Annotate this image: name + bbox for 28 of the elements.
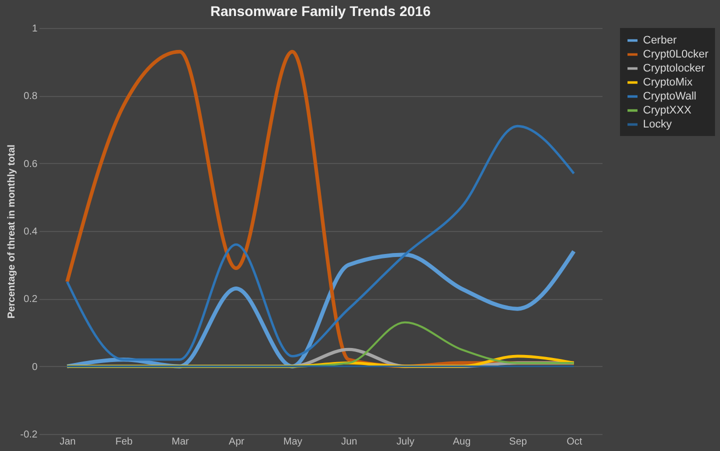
x-tick-label: Oct — [566, 436, 582, 448]
x-tick-label: Sep — [509, 436, 528, 448]
legend-label: CryptXXX — [643, 104, 692, 116]
x-tick-label: Mar — [172, 436, 190, 448]
line-series — [66, 321, 575, 368]
y-tick-label: 0.2 — [24, 294, 38, 306]
legend-label: Cryptolocker — [643, 62, 706, 74]
line-series — [66, 124, 576, 361]
legend-label: CryptoMix — [643, 76, 694, 88]
y-tick-label: 0.6 — [24, 158, 38, 170]
legend-label: CryptoWall — [643, 90, 696, 102]
x-tick-label: May — [283, 436, 302, 448]
x-tick-label: Feb — [115, 436, 134, 448]
legend-label: Crypt0L0cker — [643, 48, 709, 60]
x-tick-label: Apr — [228, 436, 245, 448]
y-tick-label: 1 — [32, 24, 38, 34]
x-tick-label: Aug — [452, 436, 471, 448]
x-tick-label: Jan — [60, 436, 76, 448]
chart-title: Ransomware Family Trends 2016 — [210, 3, 431, 19]
y-tick-label: 0.8 — [24, 91, 38, 102]
x-tick-label: July — [396, 436, 414, 448]
legend-label: Locky — [643, 118, 672, 130]
y-tick-label: -0.2 — [20, 430, 38, 440]
x-tick-label: Jun — [341, 436, 358, 448]
y-tick-label: 0 — [32, 362, 38, 373]
legend-label: Cerber — [643, 34, 677, 46]
y-axis-title: Percentage of threat in monthly total — [6, 144, 18, 318]
y-tick-label: 0.4 — [24, 226, 38, 238]
